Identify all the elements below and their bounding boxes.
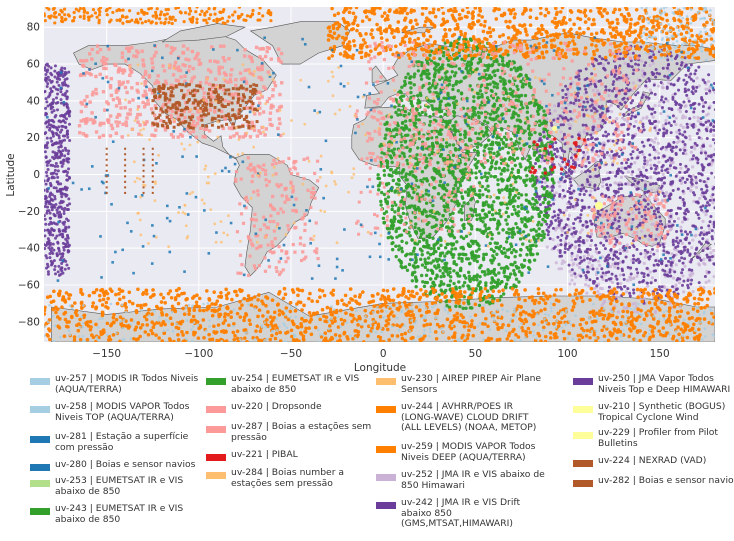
x-tick-label: −100 [184, 348, 213, 360]
x-tick-label: 150 [650, 348, 670, 360]
x-tick-label: 100 [558, 348, 578, 360]
legend-swatch [206, 472, 226, 479]
legend-swatch [376, 474, 396, 481]
y-tick-label: 20 [27, 132, 40, 144]
legend-label: uv-258 | MODIS VAPOR Todos Niveis TOP (A… [55, 401, 190, 423]
points-uv-287-eu [364, 40, 643, 167]
x-tick-label: 0 [380, 348, 387, 360]
legend-swatch [206, 454, 226, 461]
y-tick-label: 80 [27, 22, 40, 34]
points-uv-281 [46, 35, 715, 287]
legend-label: uv-230 | AIREP PIREP Air Plane Sensors [401, 373, 542, 395]
legend-swatch [30, 464, 50, 471]
legend-label: uv-229 | Profiler from Pilot Bulletins [598, 427, 719, 449]
y-tick-label: −60 [18, 279, 40, 291]
points-uv-287-af [354, 108, 476, 236]
legend-label: uv-282 | Boias e sensor navios [598, 475, 734, 486]
legend-label: uv-253 | EUMETSAT IR e VIS abaixo de 850 [55, 475, 184, 497]
legend-swatch [30, 508, 50, 515]
land-uk [371, 65, 388, 83]
x-axis-label: Longitude [354, 362, 406, 374]
x-tick-label: −150 [92, 348, 121, 360]
points-uv-230 [124, 63, 661, 249]
legend-swatch [573, 378, 593, 385]
legend-swatch [30, 480, 50, 487]
observation-layer [44, 7, 715, 342]
points-uv-287-na [77, 44, 284, 139]
points-uv-257 [44, 302, 715, 342]
legend-swatch [573, 480, 593, 487]
legend-label: uv-280 | Boias e sensor navios [55, 459, 196, 470]
legend-swatch [376, 378, 396, 385]
points-uv-287-au [589, 192, 670, 249]
legend-swatch [376, 406, 396, 413]
legend-label: uv-210 | Synthetic (BOGUS) Tropical Cycl… [598, 401, 726, 423]
legend-label: uv-254 | EUMETSAT IR e VIS abaixo de 850 [231, 373, 360, 395]
legend-label: uv-284 | Boias number a estações sem pre… [231, 467, 345, 489]
legend-label: uv-242 | JMA IR e VIS Drift abaixo 850 (… [401, 497, 521, 529]
points-uv-258 [640, 7, 715, 62]
legend-label: uv-220 | Dropsonde [231, 401, 322, 412]
points-uv-243 [376, 37, 556, 311]
points-uv-242 [534, 44, 715, 305]
legend-swatch [573, 460, 593, 467]
legend-label: uv-224 | NEXRAD (VAD) [598, 455, 707, 466]
y-tick-label: −80 [18, 316, 40, 328]
legend-label: uv-244 | AVHRR/POES IR (LONG-WAVE) CLOUD… [401, 401, 537, 433]
legend-label: uv-281 | Estação a superfície com pressã… [55, 431, 189, 453]
y-tick-label: −40 [18, 243, 40, 255]
x-tick-label: 50 [469, 348, 482, 360]
legend-swatch [30, 406, 50, 413]
points-uv-250-west [44, 62, 72, 277]
legend-swatch [573, 432, 593, 439]
legend-label: uv-250 | JMA Vapor Todos Niveis Top e De… [598, 373, 731, 395]
y-tick-label: −20 [18, 206, 40, 218]
legend-swatch [376, 502, 396, 509]
points-uv-244-north-west [44, 7, 273, 26]
legend-swatch [573, 406, 593, 413]
legend-swatch [206, 426, 226, 433]
legend: uv-257 | MODIS IR Todos Niveis (AQUA/TER… [30, 373, 734, 539]
legend-label: uv-221 | PIBAL [231, 449, 298, 460]
points-uv-210 [552, 125, 603, 210]
legend-swatch [30, 436, 50, 443]
y-axis-label: Latitude [5, 153, 17, 196]
legend-label: uv-252 | JMA IR e VIS abaixo de 850 Hima… [401, 469, 545, 491]
legend-label: uv-243 | EUMETSAT IR e VIS abaixo de 850 [55, 503, 184, 525]
points-uv-282 [105, 147, 154, 194]
legend-swatch [376, 446, 396, 453]
x-tick-label: −50 [280, 348, 302, 360]
y-tick-label: 0 [33, 169, 40, 181]
legend-swatch [30, 378, 50, 385]
points-uv-224 [151, 82, 259, 130]
legend-swatch [206, 378, 226, 385]
y-tick-label: 60 [27, 59, 40, 71]
y-axis-ticks: −80 −60 −40 −20 0 20 40 60 80 [18, 22, 40, 329]
points-uv-287-sa [234, 156, 320, 278]
legend-label: uv-259 | MODIS VAPOR Todos Niveis DEEP (… [401, 441, 536, 463]
legend-label: uv-287 | Boias a estações sem pressão [231, 421, 372, 443]
y-tick-label: 40 [27, 95, 40, 107]
land-arctic-islands [161, 23, 246, 43]
legend-swatch [206, 406, 226, 413]
x-axis-ticks: −150 −100 −50 0 50 100 150 [92, 348, 669, 360]
points-uv-221 [529, 136, 587, 175]
legend-label: uv-257 | MODIS IR Todos Niveis (AQUA/TER… [55, 373, 199, 395]
